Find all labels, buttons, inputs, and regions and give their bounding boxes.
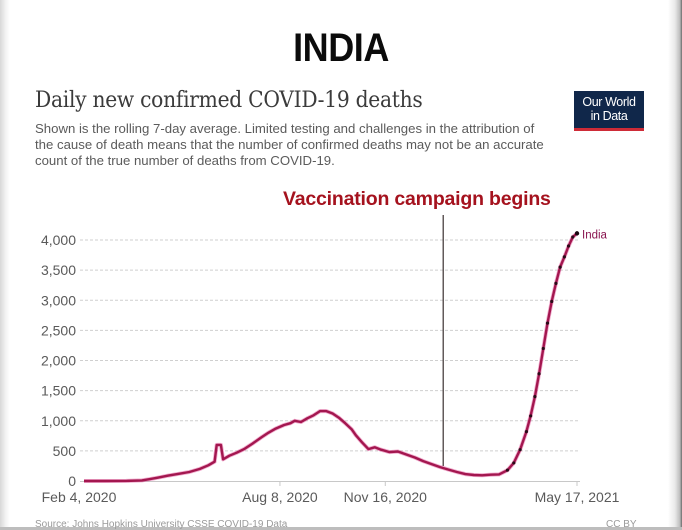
owid-logo-line1: Our World bbox=[582, 95, 636, 109]
gridlines bbox=[80, 239, 580, 452]
series-line-india bbox=[84, 232, 578, 483]
source-footer: Source: Johns Hopkins University CSSE CO… bbox=[35, 519, 288, 530]
x-tick-label: Aug 8, 2020 bbox=[242, 489, 318, 505]
series-layer: India bbox=[84, 229, 608, 483]
x-tick-label: May 17, 2021 bbox=[535, 489, 620, 505]
data-point bbox=[550, 299, 554, 304]
y-axis-tick-labels: 0 500 1,000 1,500 2,000 2,500 3,000 3,500 4,000 bbox=[41, 232, 76, 489]
data-point bbox=[518, 448, 522, 452]
data-point bbox=[505, 468, 510, 472]
x-axis: Feb 4, 2020 Aug 8, 2020 Nov 16, 2020 May 17… bbox=[42, 481, 620, 505]
y-tick-label: 1,000 bbox=[41, 413, 76, 429]
license-footer: CC BY bbox=[606, 519, 637, 530]
country-headline: INDIA bbox=[293, 26, 389, 70]
data-point bbox=[562, 255, 566, 259]
data-point bbox=[554, 281, 558, 285]
data-point bbox=[558, 265, 562, 269]
y-tick-label: 4,000 bbox=[41, 232, 76, 248]
y-tick-label: 2,000 bbox=[41, 353, 76, 369]
data-point bbox=[566, 244, 571, 248]
series-end-marker bbox=[574, 231, 580, 236]
x-tick-label: Feb 4, 2020 bbox=[42, 489, 117, 505]
right-page-edge bbox=[668, 0, 682, 530]
data-point bbox=[529, 414, 533, 418]
bottom-page-edge bbox=[0, 527, 682, 530]
data-point bbox=[541, 346, 545, 351]
chart-title: Daily new confirmed COVID-19 deaths bbox=[35, 88, 423, 113]
series-label-india: India bbox=[582, 229, 608, 241]
vaccination-annotation-label: Vaccination campaign begins bbox=[283, 188, 551, 210]
chart-subtitle: Shown is the rolling 7-day average. Limi… bbox=[35, 121, 544, 168]
left-page-edge bbox=[0, 0, 10, 530]
data-point bbox=[533, 395, 537, 399]
y-tick-label: 3,000 bbox=[41, 292, 76, 308]
data-point bbox=[571, 235, 575, 239]
y-tick-label: 0 bbox=[68, 473, 76, 489]
owid-logo-line2: in Data bbox=[590, 109, 628, 123]
owid-logo[interactable]: Our World in Data bbox=[574, 91, 644, 131]
y-tick-label: 500 bbox=[53, 443, 77, 459]
x-tick-label: Nov 16, 2020 bbox=[344, 489, 427, 505]
y-tick-label: 3,500 bbox=[41, 262, 76, 278]
data-point bbox=[545, 321, 550, 325]
y-tick-label: 2,500 bbox=[41, 322, 76, 338]
y-tick-label: 1,500 bbox=[41, 383, 76, 399]
data-point bbox=[512, 461, 516, 465]
data-point bbox=[524, 429, 529, 434]
data-point bbox=[537, 372, 541, 376]
